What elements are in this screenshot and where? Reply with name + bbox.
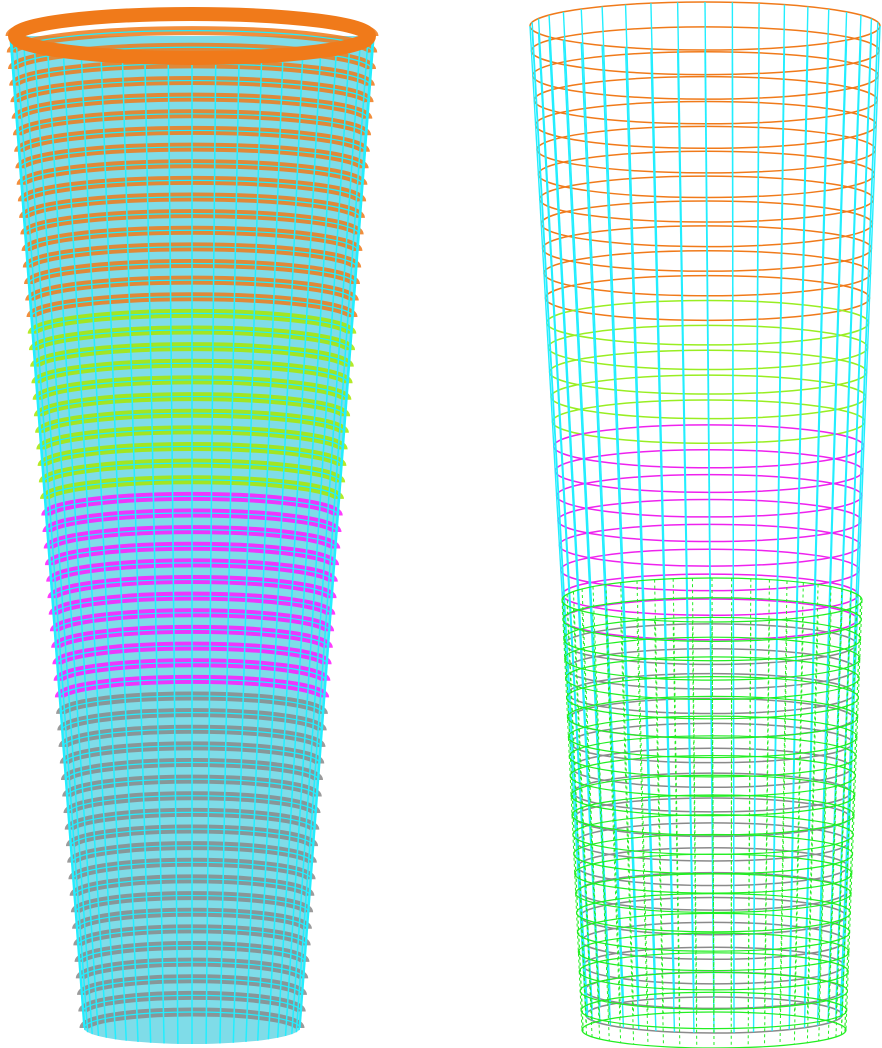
page: (() => { const data = JSON.parse(documen…: [0, 0, 882, 1048]
vertical-bar: [842, 26, 880, 1015]
vertical-bar: [602, 45, 639, 1029]
vertical-bar: [836, 19, 872, 1010]
wireframe-cylinder-model: [530, 2, 880, 1048]
structural-model-view: [0, 0, 882, 1048]
solid-cylinder-model: [10, 14, 374, 1044]
vertical-bar: [840, 22, 877, 1012]
vertical-bar: [530, 26, 586, 1015]
